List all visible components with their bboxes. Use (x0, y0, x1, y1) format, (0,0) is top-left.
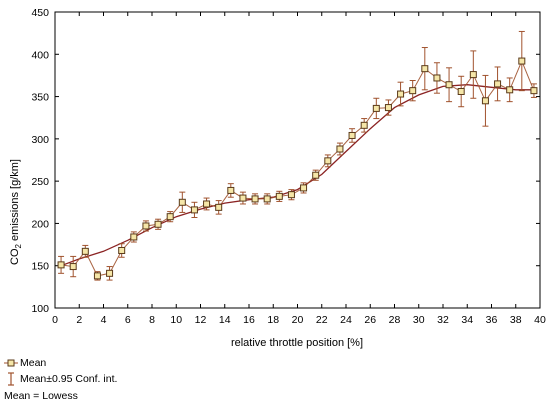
x-tick-label: 26 (364, 314, 376, 326)
mean-point (203, 200, 211, 208)
x-tick-label: 16 (243, 314, 255, 326)
x-tick-label: 4 (101, 314, 107, 326)
mean-point (360, 121, 368, 129)
mean-point (227, 186, 235, 194)
mean-point (142, 222, 150, 230)
mean-point (445, 81, 453, 89)
mean-point (324, 157, 332, 165)
mean-point (312, 171, 320, 179)
mean-point (469, 71, 477, 79)
mean-point (251, 195, 259, 203)
mean-point (348, 131, 356, 139)
y-axis-label: CO2 emissions [g/km] (9, 159, 23, 265)
mean-point (166, 213, 174, 221)
x-tick-label: 14 (219, 314, 231, 326)
mean-point (287, 191, 295, 199)
errorbar-icon (4, 372, 18, 386)
mean-point (409, 87, 417, 95)
y-tick-label: 150 (31, 261, 49, 273)
mean-point (275, 192, 283, 200)
mean-point (154, 220, 162, 228)
x-tick-label: 40 (534, 314, 546, 326)
x-tick-label: 12 (195, 314, 207, 326)
x-axis-label: relative throttle position [%] (231, 337, 363, 349)
mean-point (190, 206, 198, 214)
x-tick-label: 38 (510, 314, 522, 326)
mean-point (506, 86, 514, 94)
mean-point (106, 269, 114, 277)
x-tick-label: 2 (76, 314, 82, 326)
mean-point (263, 195, 271, 203)
y-tick-label: 350 (31, 92, 49, 104)
mean-point (372, 104, 380, 112)
x-tick-label: 36 (486, 314, 498, 326)
y-tick-label: 450 (31, 7, 49, 19)
x-tick-label: 32 (437, 314, 449, 326)
mean-point (518, 57, 526, 65)
legend: Mean Mean±0.95 Conf. int. Mean = Lowess (4, 356, 224, 408)
mean-point (494, 80, 502, 88)
mean-point (300, 184, 308, 192)
y-tick-label: 250 (31, 176, 49, 188)
x-tick-label: 24 (340, 314, 352, 326)
y-tick-label: 200 (31, 218, 49, 230)
x-tick-label: 30 (413, 314, 425, 326)
mean-point (481, 97, 489, 105)
mean-point (130, 233, 138, 241)
mean-line (61, 59, 535, 277)
plot-frame (54, 11, 541, 309)
mean-point (118, 246, 126, 254)
mean-point (178, 198, 186, 206)
mean-point (57, 261, 65, 269)
legend-ci: Mean±0.95 Conf. int. (4, 372, 117, 386)
mean-point (433, 74, 441, 82)
mean-point (336, 145, 344, 153)
mean-point (421, 65, 429, 73)
mean-point (457, 87, 465, 95)
mean-point (239, 194, 247, 202)
x-tick-label: 22 (316, 314, 328, 326)
x-tick-label: 34 (461, 314, 473, 326)
x-tick-label: 0 (52, 314, 58, 326)
x-tick-label: 18 (267, 314, 279, 326)
x-tick-label: 6 (125, 314, 131, 326)
x-tick-label: 28 (389, 314, 401, 326)
legend-mean: Mean (4, 356, 46, 370)
mean-point (69, 263, 77, 271)
mean-point (81, 247, 89, 255)
mean-point (93, 272, 101, 280)
legend-fit: Mean = Lowess (4, 390, 78, 402)
x-tick-label: 8 (149, 314, 155, 326)
x-tick-label: 20 (292, 314, 304, 326)
y-tick-label: 300 (31, 134, 49, 146)
mean-point (384, 104, 392, 112)
y-tick-label: 400 (31, 49, 49, 61)
x-tick-label: 10 (170, 314, 182, 326)
mean-point (397, 90, 405, 98)
mean-marker-icon (4, 356, 18, 370)
mean-point (530, 87, 538, 95)
mean-point (215, 203, 223, 211)
y-tick-label: 100 (31, 303, 49, 315)
